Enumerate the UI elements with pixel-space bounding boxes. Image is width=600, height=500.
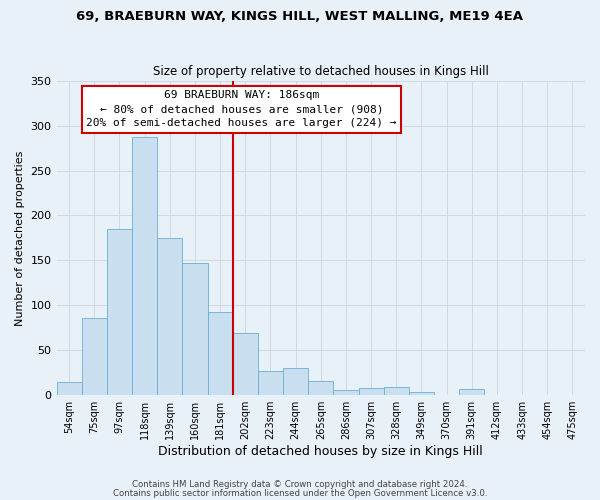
Bar	[107, 229, 132, 394]
Bar	[132, 136, 157, 394]
Bar	[334, 390, 359, 394]
Bar	[208, 312, 233, 394]
Text: Contains HM Land Registry data © Crown copyright and database right 2024.: Contains HM Land Registry data © Crown c…	[132, 480, 468, 489]
Bar	[157, 238, 182, 394]
X-axis label: Distribution of detached houses by size in Kings Hill: Distribution of detached houses by size …	[158, 444, 483, 458]
Bar	[82, 318, 107, 394]
Y-axis label: Number of detached properties: Number of detached properties	[15, 150, 25, 326]
Text: 69, BRAEBURN WAY, KINGS HILL, WEST MALLING, ME19 4EA: 69, BRAEBURN WAY, KINGS HILL, WEST MALLI…	[77, 10, 523, 23]
Bar	[308, 382, 334, 394]
Bar	[182, 263, 208, 394]
Bar	[258, 370, 283, 394]
Text: Contains public sector information licensed under the Open Government Licence v3: Contains public sector information licen…	[113, 488, 487, 498]
Bar	[359, 388, 383, 394]
Bar	[409, 392, 434, 394]
Bar	[233, 333, 258, 394]
Bar	[459, 390, 484, 394]
Title: Size of property relative to detached houses in Kings Hill: Size of property relative to detached ho…	[153, 66, 489, 78]
Bar	[383, 386, 409, 394]
Bar	[283, 368, 308, 394]
Bar	[56, 382, 82, 394]
Text: 69 BRAEBURN WAY: 186sqm
← 80% of detached houses are smaller (908)
20% of semi-d: 69 BRAEBURN WAY: 186sqm ← 80% of detache…	[86, 90, 397, 128]
